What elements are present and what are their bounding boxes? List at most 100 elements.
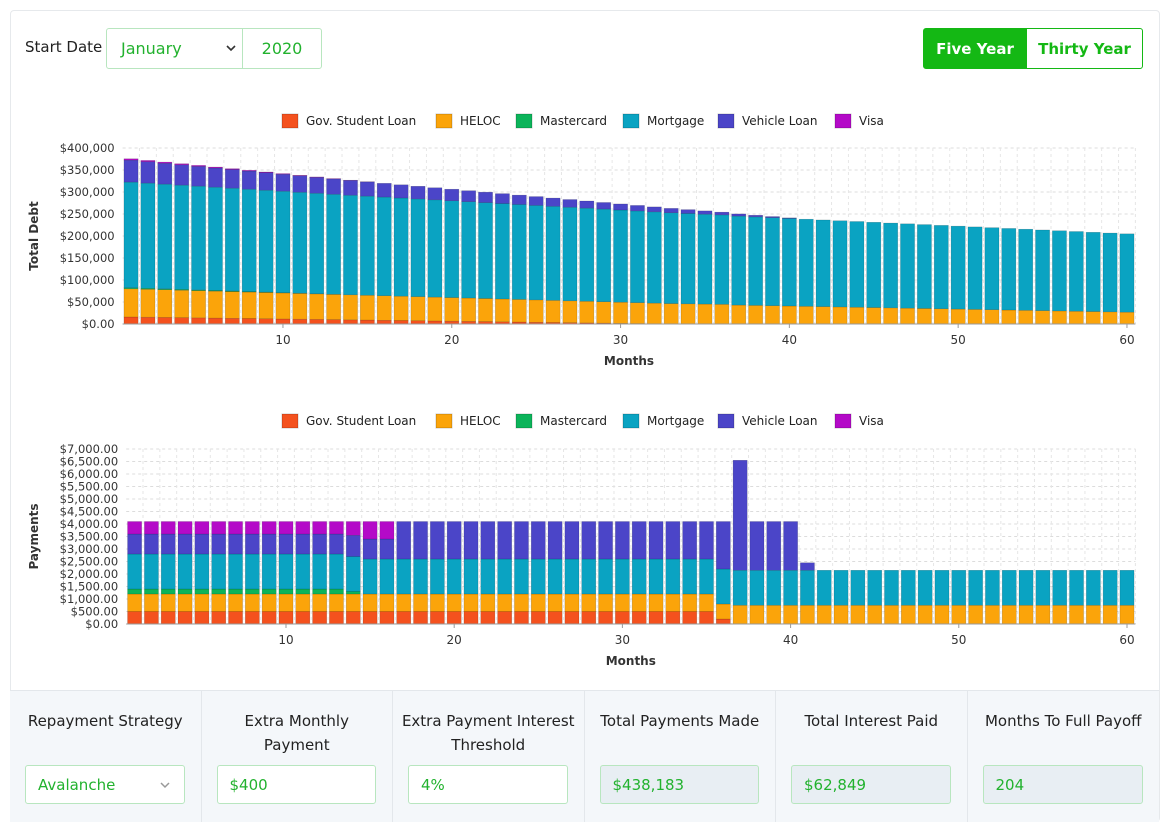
- month-select[interactable]: January: [106, 28, 243, 69]
- x-tick-label: 50: [951, 633, 966, 647]
- bar-segment: [345, 521, 361, 536]
- legend-label: Visa: [859, 414, 884, 428]
- bar-segment: [258, 318, 274, 325]
- y-tick-label: $1,000.00: [60, 592, 119, 606]
- bar-segment: [295, 521, 311, 535]
- bar-segment: [950, 225, 966, 310]
- bar-segment: [295, 593, 311, 612]
- bar-segment: [699, 593, 714, 612]
- legend-label: Mastercard: [540, 114, 607, 128]
- bar-segment: [278, 553, 294, 590]
- bar-segment: [800, 570, 815, 606]
- bar-segment: [345, 591, 361, 595]
- start-date-label: Start Date: [25, 38, 103, 56]
- bar-segment: [682, 593, 697, 612]
- bar-segment: [631, 611, 647, 625]
- bar-segment: [631, 593, 647, 612]
- bar-segment: [379, 611, 395, 625]
- bar-segment: [326, 294, 341, 320]
- bar-segment: [663, 212, 679, 304]
- bar-segment: [140, 160, 156, 162]
- bar-segment: [562, 206, 578, 302]
- x-tick-label: 10: [275, 333, 290, 347]
- range-button[interactable]: Five Year: [923, 28, 1027, 69]
- bar-segment: [1018, 570, 1034, 606]
- bar-segment: [1052, 310, 1067, 325]
- bar-segment: [144, 553, 159, 590]
- bar-segment: [144, 533, 159, 555]
- x-tick-label: 40: [783, 633, 798, 647]
- bar-segment: [191, 185, 206, 291]
- bar-segment: [528, 205, 544, 301]
- bar-segment: [680, 209, 696, 214]
- bar-segment: [413, 593, 428, 612]
- range-button[interactable]: Thirty Year: [1026, 28, 1143, 69]
- bar-segment: [379, 521, 395, 540]
- bar-segment: [140, 289, 156, 318]
- y-tick-label: $100,000: [60, 273, 115, 287]
- bar-segment: [495, 298, 510, 323]
- bar-segment: [714, 214, 730, 305]
- bar-segment: [883, 222, 898, 309]
- bar-segment: [1001, 605, 1017, 625]
- bar-segment: [631, 558, 647, 595]
- strategy-select[interactable]: Avalanche: [25, 765, 185, 804]
- summary-column: Extra Payment Interest Threshold 4%: [393, 691, 585, 822]
- legend-swatch: [515, 413, 533, 429]
- legend-label: Vehicle Loan: [742, 414, 818, 428]
- summary-field[interactable]: $400: [216, 765, 376, 804]
- bar-segment: [1119, 605, 1135, 625]
- bar-segment: [295, 611, 311, 625]
- bar-segment: [123, 158, 139, 161]
- bar-segment: [177, 533, 193, 555]
- bar-segment: [127, 593, 142, 612]
- x-tick-label: 10: [278, 633, 293, 647]
- bar-segment: [1018, 605, 1034, 625]
- bar-segment: [665, 558, 681, 595]
- bar-segment: [748, 305, 763, 325]
- bar-segment: [194, 588, 210, 595]
- bar-segment: [396, 611, 412, 625]
- bar-segment: [1102, 232, 1118, 313]
- y-tick-label: $5,000.00: [60, 492, 119, 506]
- bar-segment: [194, 553, 210, 590]
- y-tick-label: $200,000: [60, 229, 115, 243]
- bar-segment: [613, 203, 628, 211]
- summary-field[interactable]: 4%: [408, 765, 568, 804]
- bar-segment: [362, 593, 378, 612]
- bar-segment: [480, 521, 496, 560]
- bar-segment: [765, 216, 780, 218]
- legend-label: Vehicle Loan: [742, 114, 818, 128]
- summary-value: $438,183: [612, 775, 685, 794]
- bar-segment: [326, 178, 341, 195]
- bar-segment: [833, 570, 849, 606]
- bar-segment: [545, 300, 561, 323]
- bar-segment: [615, 558, 630, 595]
- bar-segment: [444, 188, 460, 202]
- bar-segment: [345, 535, 361, 557]
- legend-swatch: [834, 413, 852, 429]
- bar-segment: [714, 304, 730, 325]
- bar-segment: [581, 611, 597, 625]
- bar-segment: [800, 605, 815, 625]
- bar-segment: [275, 173, 291, 192]
- bar-segment: [917, 224, 932, 309]
- bar-segment: [598, 611, 613, 625]
- bar-segment: [665, 611, 681, 625]
- bar-segment: [329, 533, 344, 555]
- y-tick-label: $50,000: [67, 295, 115, 309]
- bar-segment: [579, 207, 595, 302]
- summary-field: 204: [982, 765, 1143, 804]
- bar-segment: [211, 553, 227, 590]
- y-tick-label: $0.00: [85, 617, 118, 631]
- bar-segment: [648, 611, 664, 625]
- bar-segment: [191, 166, 206, 187]
- summary-label: Extra Monthly Payment: [244, 712, 349, 754]
- bar-segment: [174, 317, 190, 325]
- summary-field: $62,849: [791, 765, 951, 804]
- bar-segment: [360, 319, 375, 325]
- year-input[interactable]: 2020: [242, 28, 322, 69]
- bar-segment: [177, 611, 193, 625]
- legend-label: HELOC: [460, 114, 501, 128]
- bar-segment: [228, 611, 243, 625]
